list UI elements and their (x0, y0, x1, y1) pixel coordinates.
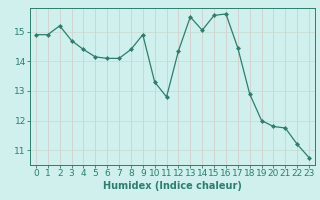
X-axis label: Humidex (Indice chaleur): Humidex (Indice chaleur) (103, 181, 242, 191)
